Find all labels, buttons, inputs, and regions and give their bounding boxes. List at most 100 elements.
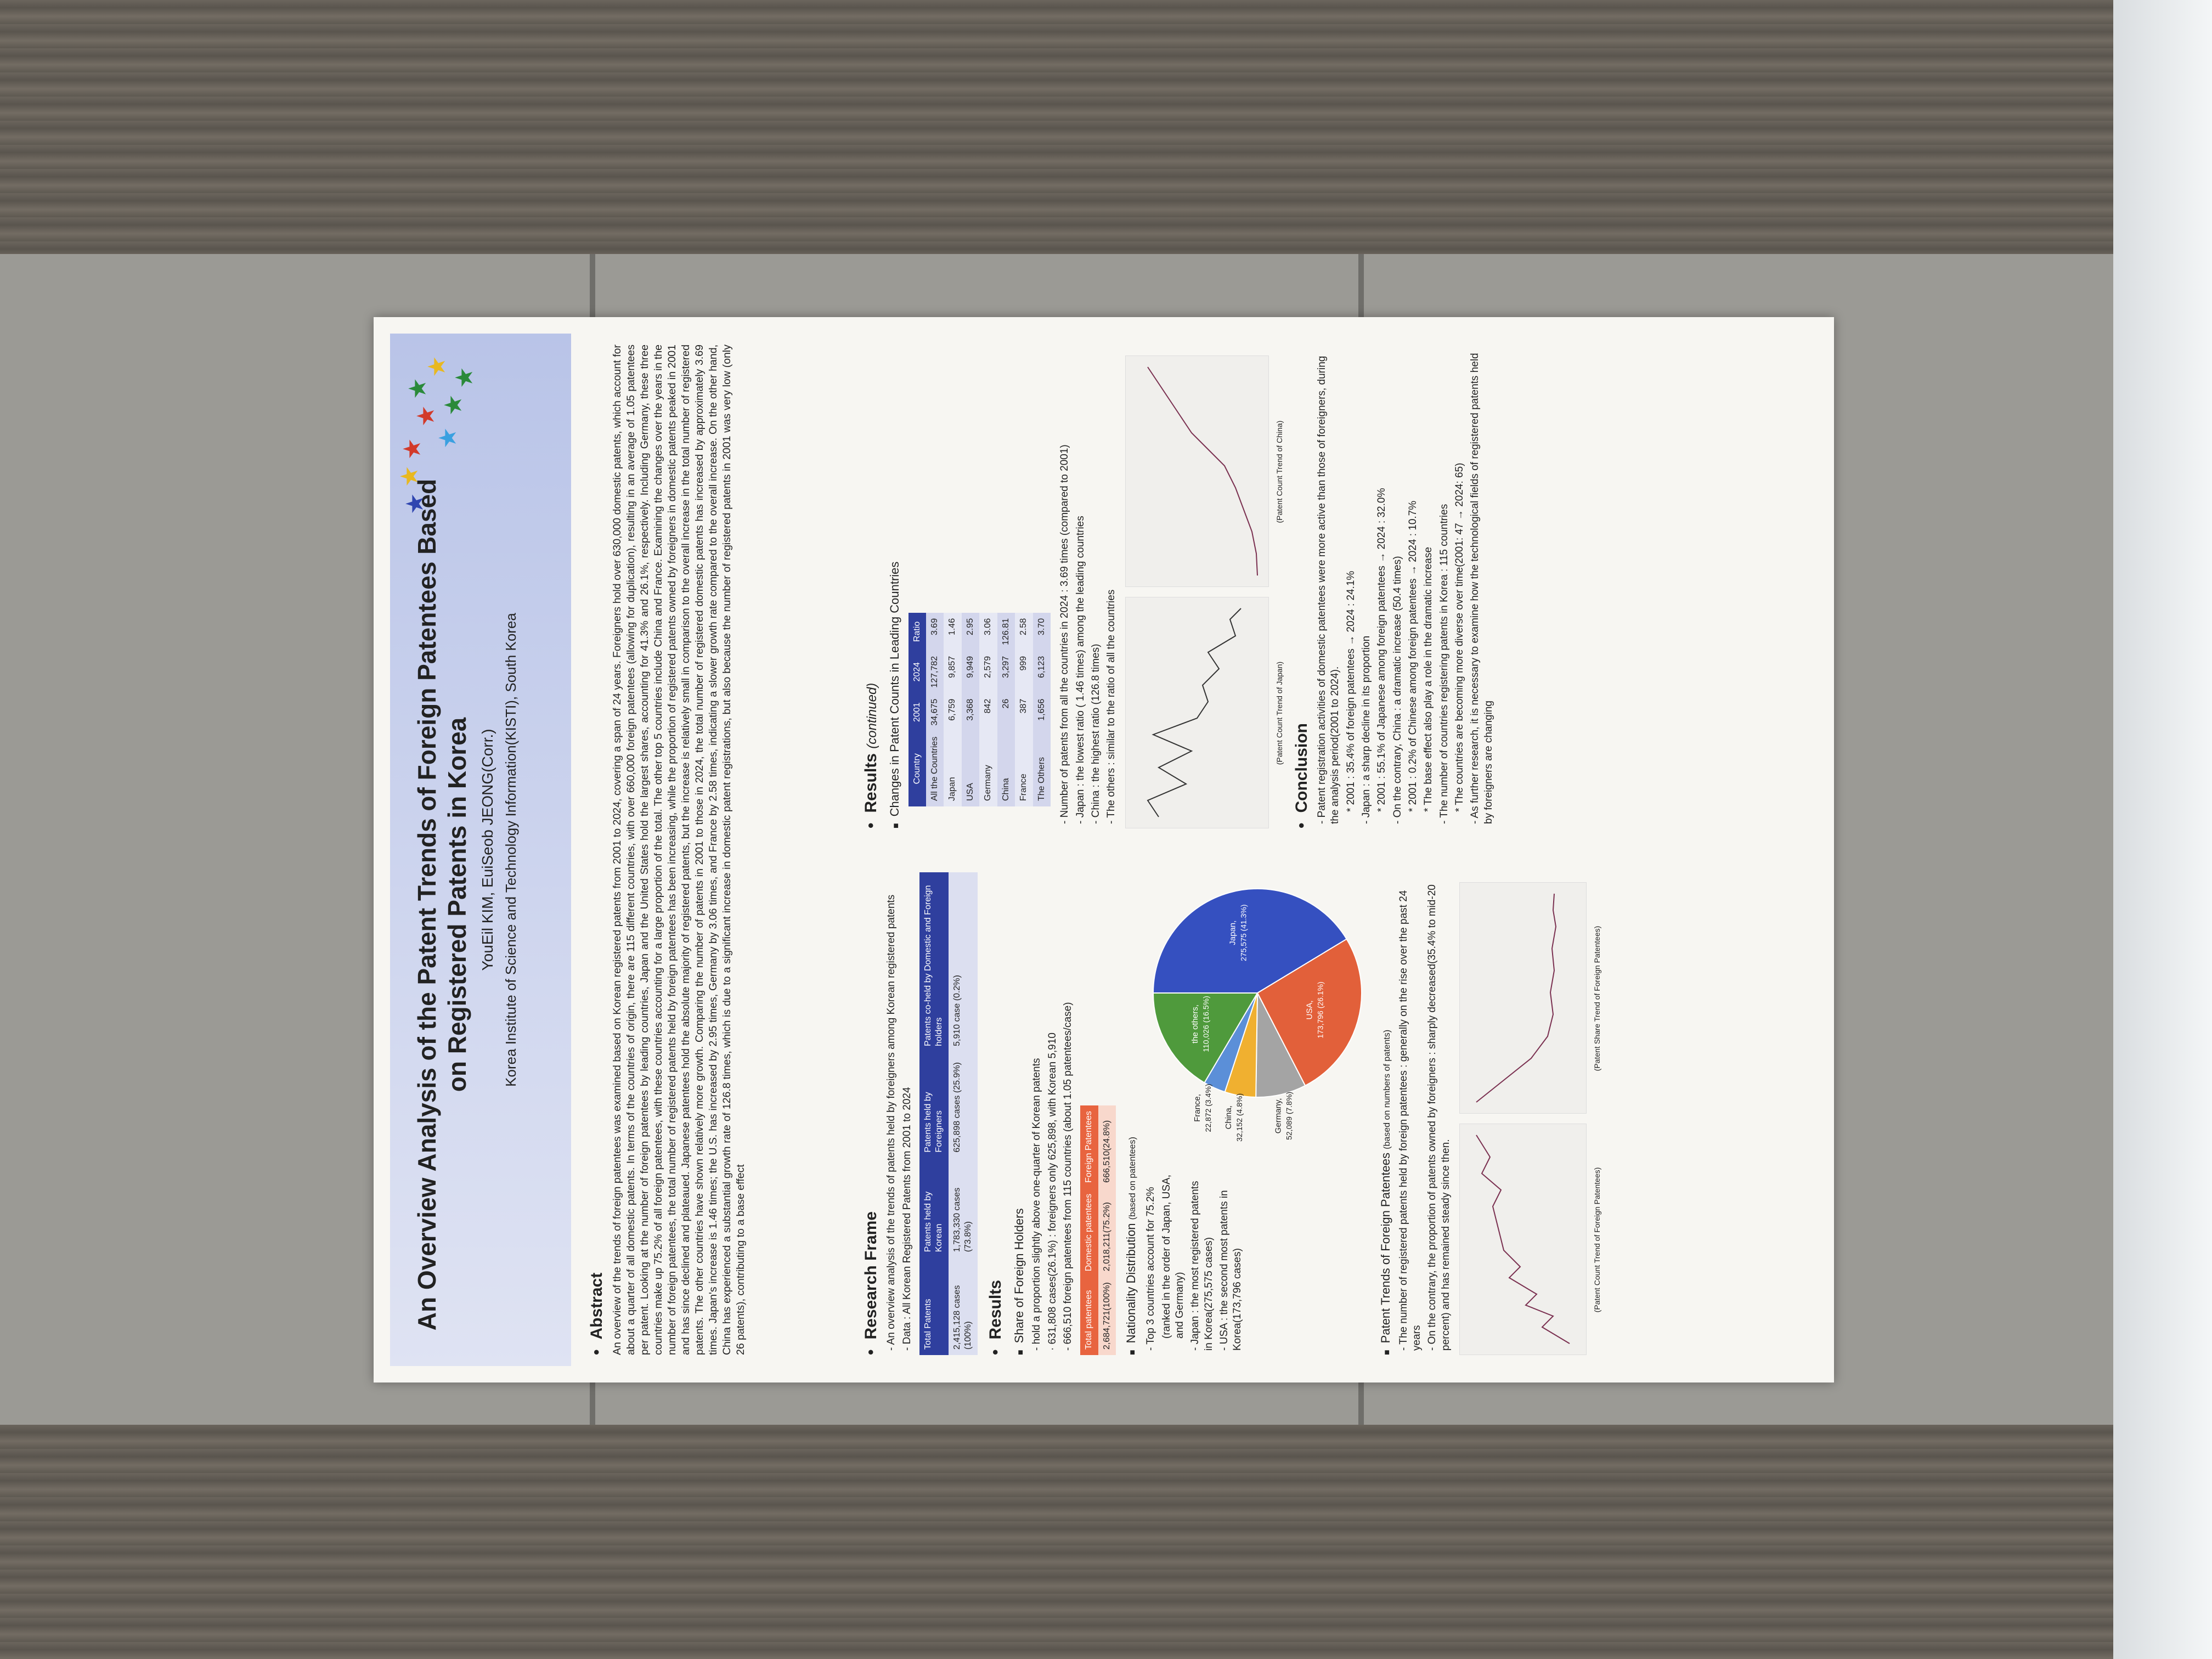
table-cell: 2,684,721(100%) — [1098, 1277, 1116, 1355]
table-cell: China — [997, 731, 1015, 806]
wall-bottom — [0, 1425, 2212, 1659]
logo-stars: ★★★ ★★★ ★★★ — [396, 356, 478, 515]
table-cell: 9,949 — [961, 650, 980, 693]
table-header-cell: Ratio — [908, 612, 927, 651]
list-item: · 631,808 cases(26.1%) : foreigners only… — [1046, 1032, 1058, 1351]
trend-charts: (Patent Count Trend of Foreign Patentees… — [1459, 872, 1602, 1355]
list-item: - Number of patents from all the countri… — [1059, 444, 1071, 824]
slice-value-label: 52,089 (7.8%) — [1285, 1092, 1294, 1140]
section-heading: Results — [985, 872, 1006, 1355]
pie-chart: Japan, 275,575 (41.3%) USA, 173,796 (26.1%)… — [1153, 888, 1363, 1142]
table-cell: 6,123 — [1032, 650, 1051, 693]
note: (based on patentees) — [1128, 1137, 1138, 1220]
table-cell: 3,368 — [961, 693, 980, 731]
table-cell: 842 — [979, 693, 997, 731]
list-item: - On the contrary, the proportion of pat… — [1426, 884, 1452, 1351]
table-row: China 26 3,297 126.81 — [997, 612, 1015, 806]
table-row: Japan 6,759 9,857 1.46 — [944, 612, 962, 806]
item-list: - The number of registered patents held … — [1397, 872, 1453, 1355]
table-header-row: Country 2001 2024 Ratio — [908, 612, 927, 806]
sub-heading-text: Patent Trends of Foreign Patentees — [1379, 1153, 1393, 1344]
sub-heading: Share of Foreign Holders — [1012, 872, 1027, 1355]
table-cell: 1,783,330 cases (73.8%) — [948, 1158, 978, 1258]
svg-text:★: ★ — [451, 367, 478, 388]
section-heading: Conclusion — [1291, 346, 1312, 828]
table-cell: 126.81 — [997, 612, 1015, 651]
table-cell: 3,297 — [997, 650, 1015, 693]
list-item: - An overview analysis of the trends of … — [885, 894, 898, 1351]
chart-caption: (Patent Count Trend of Japan) — [1274, 661, 1284, 765]
slice-label: Japan, — [1228, 921, 1238, 945]
table-header-cell: Patents held by Foreigners — [919, 1052, 949, 1158]
list-item: - The number of registered patents held … — [1397, 890, 1423, 1351]
line-chart: (Patent Count Trend of Foreign Patentees… — [1459, 1124, 1602, 1355]
table-row: USA 3,368 9,949 2.95 — [961, 612, 980, 806]
chart-caption: (Patent Count Trend of China) — [1274, 420, 1284, 523]
table-header-cell: Total patentees — [1080, 1277, 1098, 1355]
item-list: - An overview analysis of the trends of … — [885, 872, 914, 1355]
table-block: Total Patents Patents held by Korean Paten… — [919, 872, 978, 1355]
table: Country 2001 2024 Ratio All the Countries 34,… — [908, 612, 1051, 806]
sub-heading: Patent Trends of Foreign Patentees (base… — [1378, 872, 1393, 1355]
table-cell: 2,415,128 cases (100%) — [948, 1257, 978, 1355]
table-header-cell: Patents held by Korean — [919, 1158, 949, 1258]
slice-value-label: 32,152 (4.8%) — [1235, 1093, 1244, 1142]
table-cell: 666,510(24.8%) — [1098, 1105, 1116, 1188]
wall-top — [0, 0, 2212, 254]
table-row: 2,684,721(100%) 2,018,211(75.2%) 666,510(2… — [1098, 1105, 1116, 1355]
table-block: Total patentees Domestic patentees Foreign… — [1080, 872, 1116, 1355]
table-cell: 1.46 — [944, 612, 962, 651]
table-header-row: Total patentees Domestic patentees Foreign… — [1080, 1105, 1098, 1355]
list-item: - On the contrary, China : a dramatic in… — [1391, 556, 1403, 824]
table-cell: The Others — [1032, 731, 1051, 806]
left-column: Research Frame - An overview analysis of… — [856, 872, 1609, 1355]
note: (based on numbers of patents) — [1383, 1029, 1392, 1149]
svg-text:★: ★ — [413, 405, 439, 427]
table-header-row: Total Patents Patents held by Korean Paten… — [919, 872, 949, 1355]
list-item: - Patent registration activities of dome… — [1316, 356, 1341, 824]
right-column: Results (continued) Changes in Patent Co… — [856, 346, 1498, 828]
section-heading: Abstract — [586, 345, 607, 1355]
slice-value-label: 173,796 (26.1%) — [1316, 981, 1325, 1039]
table-cell: 3.69 — [926, 612, 944, 651]
item-list: - Number of patents from all the countri… — [1058, 346, 1118, 828]
table-header-cell: Foreign Patentees — [1080, 1105, 1098, 1188]
title: An Overview Analysis of the Patent Trend… — [413, 478, 472, 1331]
list-item: - Data : All Korean Registered Patents f… — [901, 1087, 913, 1351]
list-item: - The number of countries registering pa… — [1438, 504, 1450, 824]
list-item: - Japan : the most registered patents in… — [1189, 1181, 1215, 1351]
item-list: - hold a proportion slightly above one-q… — [1030, 872, 1075, 1355]
table-cell: 6,759 — [944, 693, 962, 731]
list-item: (ranked in the order of Japan, USA, and … — [1160, 1175, 1186, 1339]
slice-label: France, — [1193, 1094, 1202, 1122]
list-item: - hold a proportion slightly above one-q… — [1031, 1058, 1043, 1351]
line-chart-plot — [1125, 597, 1269, 828]
table-cell: 2.58 — [1015, 612, 1033, 651]
table-header-cell: Country — [908, 731, 927, 806]
chart-caption: (Patent Count Trend of Foreign Patentees… — [1593, 1167, 1602, 1313]
table-cell: 2,018,211(75.2%) — [1098, 1188, 1116, 1277]
poster: ★ ★ ★ ★ ★ ★ ★ ★ ★ An Overview Analysis of the … — [374, 317, 1834, 1383]
table: Total Patents Patents held by Korean Paten… — [919, 872, 978, 1355]
line-chart-plot — [1125, 356, 1269, 587]
table: Total patentees Domestic patentees Foreign… — [1080, 1105, 1116, 1355]
table-cell: 26 — [997, 693, 1015, 731]
table-cell: Germany — [979, 731, 997, 806]
chart-caption: (Patent Share Trend of Foreign Patentees… — [1593, 926, 1602, 1071]
table-cell: 999 — [1015, 650, 1033, 693]
svg-text:★: ★ — [396, 466, 423, 487]
list-item: - Top 3 countries account for 75.2% — [1145, 1187, 1157, 1351]
line-chart: (Patent Share Trend of Foreign Patentees… — [1459, 882, 1602, 1114]
pie-slice — [1255, 992, 1306, 1098]
sub-heading: Changes in Patent Counts in Leading Coun… — [887, 346, 902, 828]
svg-text:★: ★ — [424, 356, 450, 377]
table-block: Country 2001 2024 Ratio All the Countries 34,… — [908, 346, 1051, 806]
list-item: - USA : the second most patents in Korea… — [1218, 1190, 1244, 1351]
table-cell: France — [1015, 731, 1033, 806]
pie-slice — [1257, 938, 1363, 1087]
list-item: * The base effect also play a role in th… — [1423, 546, 1435, 812]
table-cell: 2,579 — [979, 650, 997, 693]
table-cell: 3.70 — [1032, 612, 1051, 651]
